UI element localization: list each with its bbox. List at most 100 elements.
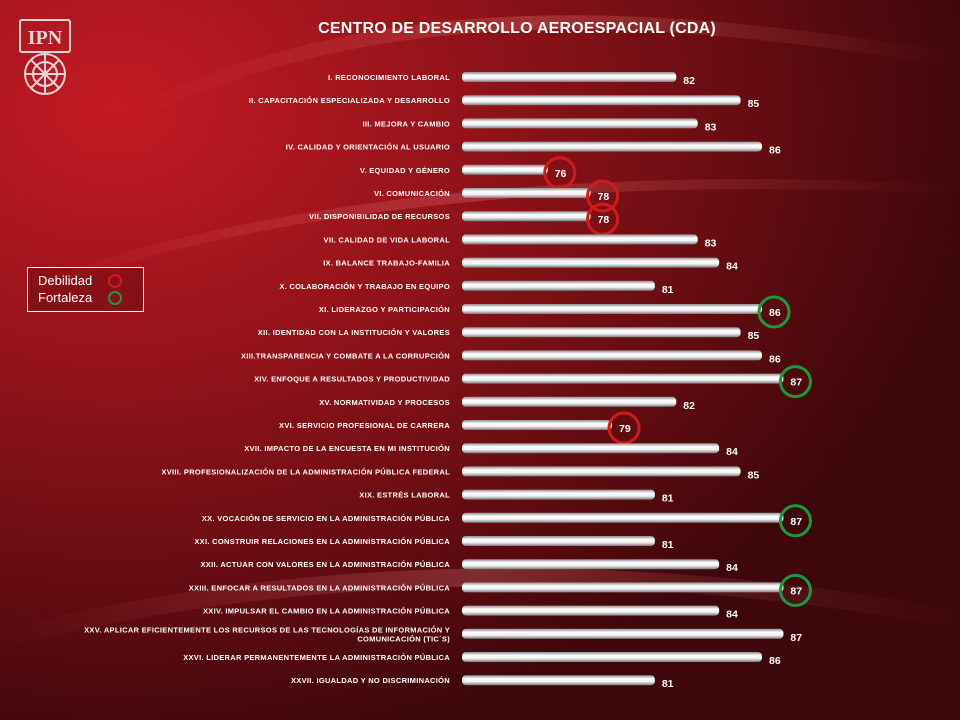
- data-label: 87: [790, 516, 802, 528]
- category-label: V. EQUIDAD Y GÉNERO: [360, 166, 450, 175]
- bar: [462, 559, 720, 570]
- svg-text:IPN: IPN: [28, 27, 63, 49]
- data-label: 79: [619, 423, 631, 435]
- data-label: 86: [769, 655, 781, 667]
- weakness-circle-marker: [607, 411, 641, 445]
- data-label: 81: [662, 493, 674, 505]
- data-label: 82: [683, 75, 695, 87]
- bar: [462, 234, 698, 245]
- data-label: 78: [598, 191, 610, 203]
- category-label: XXVI. LIDERAR PERMANENTEMENTE LA ADMINIS…: [183, 653, 450, 662]
- category-label: II. CAPACITACIÓN ESPECIALIZADA Y DESARRO…: [249, 96, 450, 105]
- category-label: XIV. ENFOQUE A RESULTADOS Y PRODUCTIVIDA…: [254, 375, 450, 384]
- category-label: VII. CALIDAD DE VIDA LABORAL: [324, 235, 451, 244]
- green-circle-icon: [108, 291, 122, 305]
- bar: [462, 350, 762, 361]
- bar: [462, 327, 741, 338]
- category-label: XIII.TRANSPARENCIA Y COMBATE A LA CORRUP…: [241, 351, 450, 360]
- data-label: 84: [726, 562, 738, 574]
- data-label: 86: [769, 353, 781, 365]
- bar: [462, 536, 655, 546]
- weakness-circle-marker: [543, 156, 577, 190]
- category-label: VII. DISPONIBILIDAD DE RECURSOS: [309, 212, 450, 221]
- strength-circle-marker: [778, 504, 812, 538]
- data-label: 84: [726, 609, 738, 621]
- category-label: IV. CALIDAD Y ORIENTACIÓN AL USUARIO: [286, 143, 450, 152]
- bar: [462, 675, 655, 686]
- bar: [462, 582, 784, 593]
- bar: [462, 466, 741, 477]
- category-label: I. RECONOCIMIENTO LABORAL: [328, 73, 450, 82]
- bar: [462, 489, 655, 500]
- category-label: XI. LIDERAZGO Y PARTICIPACIÓN: [319, 305, 450, 314]
- bar: [462, 652, 762, 662]
- category-label: III. MEJORA Y CAMBIO: [362, 119, 450, 128]
- strength-circle-marker: [778, 365, 812, 399]
- category-label: XXIII. ENFOCAR A RESULTADOS EN LA ADMINI…: [189, 583, 451, 592]
- bar: [462, 396, 677, 407]
- data-label: 82: [683, 400, 695, 412]
- bar: [462, 211, 591, 222]
- legend-item-strength: Fortaleza: [38, 289, 143, 306]
- bar: [462, 420, 612, 430]
- data-label: 84: [726, 446, 738, 458]
- bar: [462, 628, 784, 639]
- data-label: 87: [790, 585, 802, 597]
- category-label: X. COLABORACIÓN Y TRABAJO EN EQUIPO: [279, 282, 450, 291]
- data-label: 86: [769, 307, 781, 319]
- weakness-circle-marker: [586, 202, 620, 236]
- data-label: 76: [555, 168, 567, 180]
- category-label: IX. BALANCE TRABAJO-FAMILIA: [323, 259, 450, 268]
- data-label: 78: [598, 214, 610, 226]
- bar: [462, 605, 720, 616]
- institution-logo: IPN: [14, 14, 76, 104]
- category-label: XXVII. IGUALDAD Y NO DISCRIMINACIÓN: [291, 676, 450, 685]
- data-label: 83: [705, 237, 717, 249]
- data-label: 86: [769, 145, 781, 157]
- legend: Debilidad Fortaleza: [27, 267, 144, 312]
- bar: [462, 141, 762, 152]
- red-circle-icon: [108, 274, 122, 288]
- legend-item-weakness: Debilidad: [38, 272, 143, 289]
- bar: [462, 164, 548, 175]
- bar: [462, 304, 762, 314]
- category-label: XII. IDENTIDAD CON LA INSTITUCIÓN Y VALO…: [258, 328, 450, 337]
- weakness-circle-marker: [586, 179, 620, 213]
- category-label: XX. VOCACIÓN DE SERVICIO EN LA ADMINISTR…: [202, 514, 450, 523]
- category-label: VI. COMUNICACIÓN: [374, 189, 450, 198]
- bar: [462, 443, 720, 454]
- strength-circle-marker: [757, 295, 791, 329]
- data-label: 84: [726, 261, 738, 273]
- data-label: 85: [748, 330, 760, 342]
- legend-label-strength: Fortaleza: [38, 290, 93, 305]
- data-label: 87: [790, 632, 802, 644]
- bar: [462, 512, 784, 523]
- bar: [462, 95, 741, 106]
- bar: [462, 72, 677, 82]
- strength-circle-marker: [778, 573, 812, 607]
- category-label: XXIV. IMPULSAR EL CAMBIO EN LA ADMINISTR…: [203, 607, 450, 616]
- category-label: XXII. ACTUAR CON VALORES EN LA ADMINISTR…: [200, 560, 450, 569]
- data-label: 85: [748, 98, 760, 110]
- data-label: 81: [662, 539, 674, 551]
- category-label: XVI. SERVICIO PROFESIONAL DE CARRERA: [279, 421, 450, 430]
- legend-label-weakness: Debilidad: [38, 273, 93, 288]
- ipn-seal-icon: IPN: [19, 19, 71, 95]
- category-label: XXV. APLICAR EFICIENTEMENTE LOS RECURSOS…: [84, 625, 450, 643]
- bar: [462, 188, 591, 198]
- category-label: XIX. ESTRÉS LABORAL: [359, 491, 450, 500]
- bar: [462, 118, 698, 129]
- category-label: XV. NORMATIVIDAD Y PROCESOS: [319, 398, 450, 407]
- data-label: 87: [790, 377, 802, 389]
- chart-title: CENTRO DE DESARROLLO AEROESPACIAL (CDA): [318, 20, 716, 37]
- data-label: 81: [662, 284, 674, 296]
- bar: [462, 280, 655, 291]
- data-label: 83: [705, 121, 717, 133]
- bar: [462, 373, 784, 384]
- bar: [462, 257, 720, 268]
- category-label: XVIII. PROFESIONALIZACIÓN DE LA ADMINIST…: [161, 467, 450, 476]
- category-label: XVII. IMPACTO DE LA ENCUESTA EN MI INSTI…: [244, 444, 450, 453]
- category-label: XXI. CONSTRUIR RELACIONES EN LA ADMINIST…: [194, 537, 450, 546]
- data-label: 81: [662, 678, 674, 690]
